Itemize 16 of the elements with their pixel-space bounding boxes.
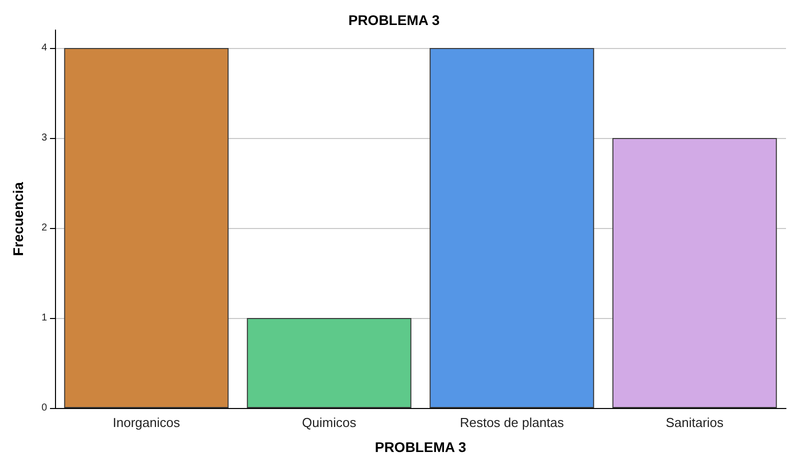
y-tick-label: 3 (41, 132, 48, 144)
bar (612, 138, 777, 408)
x-axis-title: PROBLEMA 3 (374, 439, 466, 455)
x-tick-label: Restos de plantas (460, 415, 564, 430)
x-tick-label: Sanitarios (666, 415, 724, 430)
bar (246, 318, 412, 408)
x-tick-label: Inorganicos (112, 415, 180, 430)
chart-title: PROBLEMA 3 (348, 12, 440, 28)
y-tick-label: 2 (41, 222, 48, 234)
y-axis-title: Frecuencia (10, 182, 26, 256)
y-tick-label: 4 (41, 42, 48, 54)
bar (64, 48, 229, 408)
y-tick-label: 0 (41, 402, 48, 414)
x-tick-label: Quimicos (302, 415, 357, 430)
bar (430, 48, 594, 408)
y-tick-label: 1 (41, 312, 48, 324)
